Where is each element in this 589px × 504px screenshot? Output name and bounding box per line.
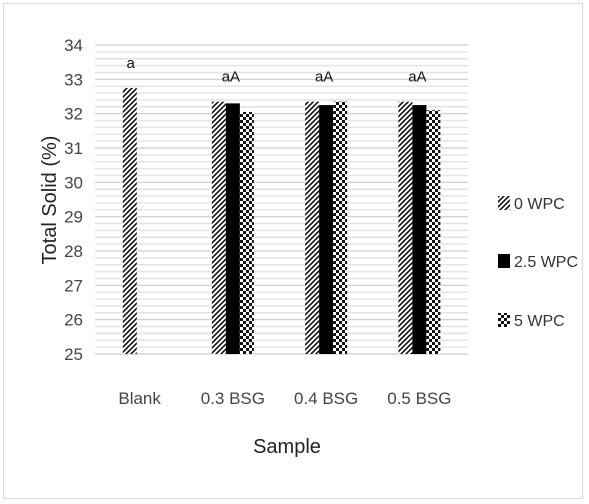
bar-5-wpc-0.5-bsg <box>426 110 441 354</box>
bar-5-wpc-0.4-bsg <box>333 101 348 355</box>
y-tick-label: 30 <box>64 173 83 192</box>
bars <box>122 87 441 355</box>
y-tick-label: 28 <box>64 242 83 261</box>
significance-label: aA <box>222 69 240 86</box>
bar-5-wpc-0.3-bsg <box>239 111 254 354</box>
significance-label: aA <box>408 69 426 86</box>
y-axis-ticks: 25 26 27 28 29 30 31 32 33 34 <box>64 36 83 364</box>
x-axis-title: Sample <box>253 436 321 458</box>
legend: 0 WPC 2.5 WPC 5 WPC <box>498 196 578 330</box>
legend-swatch <box>498 254 510 268</box>
significance-label: aA <box>315 69 333 86</box>
y-axis-title: Total Solid (%) <box>39 136 61 265</box>
bar-0-wpc-0.4-bsg <box>305 101 320 355</box>
x-axis-ticks: Blank 0.3 BSG 0.4 BSG 0.5 BSG <box>118 389 451 408</box>
y-tick-label: 27 <box>64 276 83 295</box>
y-tick-label: 31 <box>64 139 83 158</box>
y-tick-label: 34 <box>64 36 83 55</box>
legend-swatch <box>498 196 510 210</box>
x-tick-label: Blank <box>118 389 161 408</box>
y-tick-label: 32 <box>64 105 83 124</box>
significance-label: a <box>126 55 135 72</box>
bar-0-wpc-0.3-bsg <box>211 101 226 355</box>
y-tick-label: 26 <box>64 311 83 330</box>
significance-annotations: a aA aA aA <box>126 55 426 86</box>
bar-0-wpc-0.5-bsg <box>398 101 413 355</box>
y-tick-label: 29 <box>64 208 83 227</box>
y-tick-label: 25 <box>64 345 83 364</box>
legend-label: 0 WPC <box>514 196 565 213</box>
bar-2.5-wpc-0.5-bsg <box>412 105 427 354</box>
x-tick-label: 0.5 BSG <box>387 389 451 408</box>
legend-label: 5 WPC <box>514 313 565 330</box>
legend-label: 2.5 WPC <box>514 254 578 271</box>
legend-swatch <box>498 313 510 327</box>
y-tick-label: 33 <box>64 70 83 89</box>
bar-2.5-wpc-0.3-bsg <box>225 103 240 354</box>
bar-0-wpc-blank <box>122 87 137 355</box>
bar-2.5-wpc-0.4-bsg <box>319 105 334 354</box>
x-tick-label: 0.4 BSG <box>294 389 358 408</box>
x-tick-label: 0.3 BSG <box>201 389 265 408</box>
